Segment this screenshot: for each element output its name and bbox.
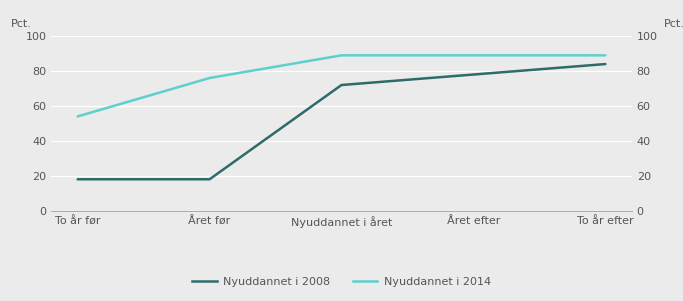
Text: Pct.: Pct. (11, 19, 31, 29)
Legend: Nyuddannet i 2008, Nyuddannet i 2014: Nyuddannet i 2008, Nyuddannet i 2014 (188, 272, 495, 291)
Text: Pct.: Pct. (664, 19, 683, 29)
